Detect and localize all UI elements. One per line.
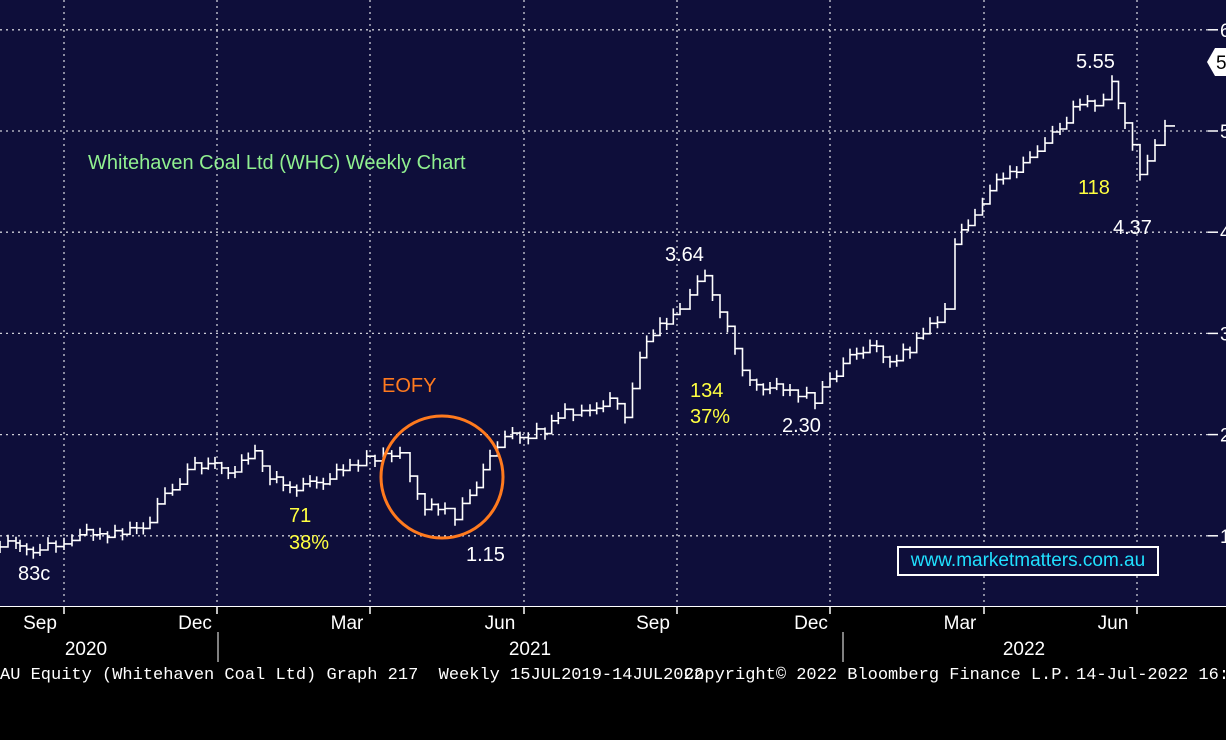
x-month-label-5: Dec [794,613,828,634]
annotation-gain-3-value: 118 [1078,177,1110,199]
annotation-gain-1-value: 71 [289,505,311,527]
x-year-label-2022: 2022 [1003,639,1045,660]
x-year-label-2020: 2020 [65,639,107,660]
annotation-low-2020: 83c [18,563,50,585]
x-month-label-2: Mar [331,613,364,634]
x-month-label-0: Sep [23,613,57,634]
y-tick-label-4: 4 [1220,223,1226,244]
annotation-low-dec: 2.30 [782,415,821,437]
y-tick-label-3: 3 [1220,324,1226,345]
y-tick-label-5: 5 [1220,122,1226,143]
current-price-label: 5 [1216,53,1226,74]
x-month-label-3: Jun [485,613,516,634]
eofy-circle [379,414,505,540]
y-tick-label-6: 6 [1220,21,1226,42]
annotation-gain-2-pct: 37% [690,406,730,428]
website-watermark: www.marketmatters.com.au [897,546,1159,576]
footer-copyright: Copyright© 2022 Bloomberg Finance L.P. [684,666,1072,685]
annotation-peak-2021: 3.64 [665,244,704,266]
footer-bar: AU Equity (Whitehaven Coal Ltd) Graph 21… [0,664,1226,690]
x-axis: Sep Dec Mar Jun Sep Dec Mar Jun 2020 2021 2022 [0,606,1226,662]
annotation-low-2021: 1.15 [466,544,505,566]
annotation-low-jun: 4.37 [1113,217,1152,239]
price-series-line [0,75,1175,559]
x-month-label-1: Dec [178,613,212,634]
chart-area: 1 2 3 4 5 6 5 Whitehaven Coal Ltd (WHC) Weekly … [0,0,1226,606]
y-tick-label-1: 1 [1220,527,1226,548]
price-chart: 1 2 3 4 5 6 5 Whitehaven Coal Ltd (WHC) Weekly … [0,0,1226,606]
x-axis-band: Sep Dec Mar Jun Sep Dec Mar Jun 2020 2021 2022 [0,606,1226,690]
annotation-gain-1-pct: 38% [289,532,329,554]
annotation-eofy: EOFY [382,375,436,397]
x-month-label-7: Jun [1098,613,1129,634]
footer-timestamp: 14-Jul-2022 16:1 [1076,666,1226,685]
footer-security-info: AU Equity (Whitehaven Coal Ltd) Graph 21… [0,666,704,685]
current-price-marker: 5 [1207,48,1226,76]
current-price-marker-shape [1207,48,1226,76]
x-month-label-6: Mar [944,613,977,634]
y-tick-label-2: 2 [1220,426,1226,447]
x-month-label-4: Sep [636,613,670,634]
x-year-label-2021: 2021 [509,639,551,660]
annotation-peak-2022: 5.55 [1076,51,1115,73]
annotation-gain-2-value: 134 [690,380,723,402]
chart-title: Whitehaven Coal Ltd (WHC) Weekly Chart [88,152,466,174]
